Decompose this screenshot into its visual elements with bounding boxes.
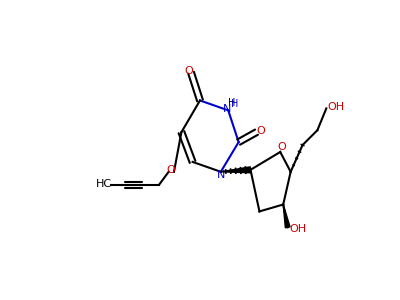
Text: H: H <box>231 99 238 110</box>
Text: H: H <box>228 98 235 108</box>
Text: O: O <box>184 66 193 76</box>
Polygon shape <box>283 205 290 228</box>
Text: N: N <box>217 170 226 180</box>
Polygon shape <box>221 167 251 173</box>
Text: O: O <box>166 165 175 175</box>
Text: N: N <box>222 104 231 114</box>
Text: O: O <box>277 142 286 152</box>
Text: O: O <box>256 126 265 136</box>
Text: HC: HC <box>96 179 112 189</box>
Text: OH: OH <box>289 224 306 234</box>
Text: OH: OH <box>328 102 345 112</box>
